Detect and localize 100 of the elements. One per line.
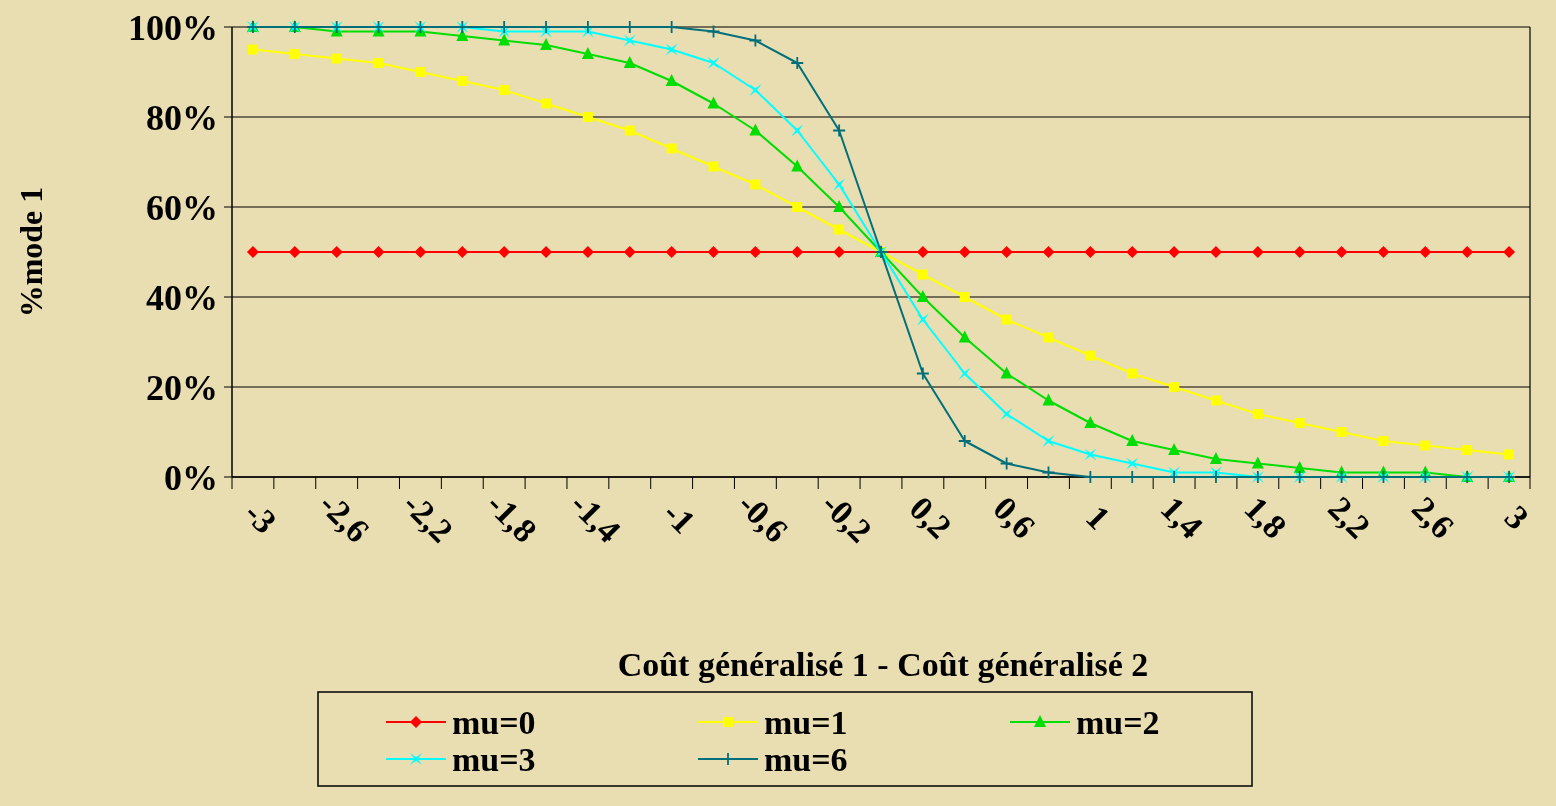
x-tick-label: -3 — [237, 494, 284, 541]
point — [289, 49, 300, 59]
x-tick-label: 3 — [1497, 498, 1536, 537]
point — [1084, 416, 1097, 428]
point — [791, 246, 804, 258]
x-tick-label: -0,6 — [730, 485, 796, 550]
point — [624, 125, 635, 136]
point — [1209, 452, 1222, 464]
point — [623, 246, 636, 258]
point — [958, 435, 971, 447]
point — [1000, 246, 1013, 258]
x-tick-label: -2,6 — [312, 485, 377, 550]
x-tick-label: 0,6 — [986, 489, 1043, 546]
point — [665, 74, 678, 86]
point — [665, 43, 678, 56]
x-axis-title: Coût généralisé 1 - Coût généralisé 2 — [617, 646, 1149, 683]
point — [1042, 435, 1055, 447]
point — [540, 38, 553, 50]
point — [749, 84, 762, 96]
y-tick-label: 20% — [146, 367, 218, 408]
point — [917, 269, 928, 280]
point — [1504, 449, 1515, 460]
point — [1043, 332, 1054, 343]
point — [541, 98, 552, 109]
x-tick-label: -2,2 — [396, 485, 461, 550]
point — [1293, 461, 1306, 473]
x-tick-label: 1,4 — [1153, 489, 1210, 546]
x-tick-label: 1 — [1078, 498, 1118, 537]
point — [415, 67, 426, 77]
point — [958, 367, 971, 380]
point — [1251, 456, 1264, 469]
point — [1378, 436, 1389, 446]
point — [791, 159, 804, 172]
point — [330, 246, 343, 258]
point — [1001, 314, 1012, 325]
point — [1126, 246, 1139, 258]
point — [959, 292, 970, 302]
point — [749, 123, 762, 136]
point — [247, 44, 258, 55]
point — [1042, 393, 1055, 406]
point — [833, 178, 846, 191]
point — [1210, 395, 1221, 406]
x-tick-label: -1,8 — [479, 485, 544, 550]
point — [372, 246, 385, 258]
point — [331, 53, 342, 64]
point — [707, 246, 720, 258]
point — [1084, 448, 1097, 461]
legend-label: mu=6 — [764, 740, 848, 778]
point — [1000, 408, 1013, 420]
legend-label: mu=1 — [764, 703, 848, 741]
x-tick-label: 0,2 — [902, 489, 959, 546]
point — [749, 246, 762, 258]
point — [1126, 434, 1139, 446]
point — [623, 56, 636, 68]
y-tick-label: 80% — [146, 97, 218, 138]
point — [1000, 366, 1013, 379]
point — [582, 112, 593, 122]
point — [1419, 246, 1432, 258]
point — [1293, 246, 1306, 258]
legend-label: mu=2 — [1076, 703, 1160, 741]
point — [373, 58, 384, 68]
legend-label: mu=3 — [452, 740, 536, 778]
x-tick-label: 2,6 — [1404, 489, 1462, 546]
point — [708, 161, 719, 172]
point — [750, 179, 761, 190]
point — [1462, 445, 1473, 455]
point — [1503, 246, 1516, 258]
point — [958, 330, 971, 343]
point — [665, 246, 678, 258]
x-tick-label: -0,2 — [814, 485, 879, 550]
point — [792, 202, 803, 212]
y-tick-label: 40% — [146, 277, 218, 318]
x-tick-label: -1,4 — [563, 485, 628, 550]
point — [916, 313, 929, 326]
x-tick-label: 1,8 — [1237, 489, 1294, 546]
point — [1336, 427, 1347, 437]
point — [916, 290, 929, 302]
point — [958, 246, 971, 258]
x-tick-label: -1 — [656, 494, 703, 541]
point — [1042, 246, 1055, 258]
point — [1127, 368, 1138, 379]
point — [1169, 382, 1180, 392]
point — [1377, 246, 1390, 258]
point — [1126, 457, 1139, 470]
point — [1420, 440, 1431, 451]
y-axis-title: %mode 1 — [13, 186, 49, 318]
point — [1252, 409, 1263, 419]
point — [666, 143, 677, 154]
point — [581, 47, 594, 59]
point — [456, 246, 469, 258]
point — [834, 224, 845, 235]
y-tick-label: 100% — [128, 7, 218, 48]
point — [791, 124, 804, 137]
point — [707, 57, 720, 69]
point — [1294, 418, 1305, 428]
legend-label: mu=0 — [452, 703, 536, 741]
point — [707, 96, 720, 109]
point — [414, 246, 427, 258]
point — [1085, 350, 1096, 361]
point — [1168, 443, 1181, 455]
